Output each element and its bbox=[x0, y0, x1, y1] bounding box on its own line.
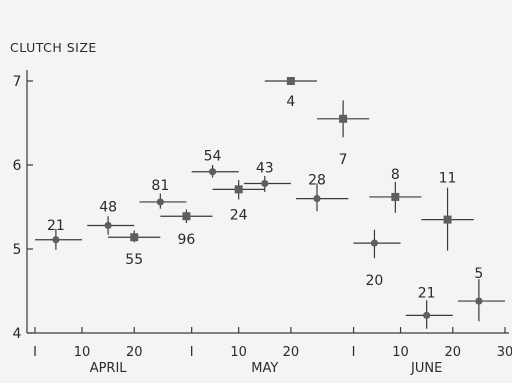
circle-marker bbox=[370, 239, 379, 247]
data-point bbox=[458, 279, 505, 322]
sample-size-label: 96 bbox=[178, 232, 196, 248]
sample-size-label: 20 bbox=[366, 273, 384, 289]
data-point bbox=[369, 181, 422, 213]
sample-size-label: 11 bbox=[439, 171, 457, 187]
month-label: APRIL bbox=[90, 361, 128, 376]
y-axis-label: CLUTCH SIZE bbox=[10, 40, 97, 55]
y-tick-label: 5 bbox=[13, 242, 22, 258]
circle-marker bbox=[423, 311, 431, 319]
data-point bbox=[87, 216, 135, 235]
sample-size-label: 7 bbox=[339, 152, 348, 168]
square-marker bbox=[443, 215, 452, 224]
data-point bbox=[160, 209, 213, 223]
axes: 4 5 6 7 I 10 20 I 10 20 I 10 20 30 APRIL MAY JUNE bbox=[13, 70, 512, 376]
circle-marker bbox=[52, 236, 60, 244]
square-marker bbox=[339, 114, 348, 123]
sample-size-label: 24 bbox=[230, 207, 248, 223]
square-marker bbox=[391, 192, 400, 201]
data-marks bbox=[35, 77, 505, 329]
sample-size-label: 4 bbox=[286, 94, 295, 110]
data-point bbox=[108, 230, 161, 243]
y-tick-label: 4 bbox=[13, 326, 22, 342]
month-label: JUNE bbox=[410, 361, 442, 376]
x-tick-label: 10 bbox=[74, 345, 91, 360]
circle-marker bbox=[208, 168, 217, 176]
square-marker bbox=[130, 233, 139, 242]
circle-marker bbox=[313, 195, 321, 203]
x-tick-label: 20 bbox=[283, 345, 300, 360]
sample-size-label: 21 bbox=[47, 218, 65, 234]
sample-size-label: 48 bbox=[99, 199, 117, 215]
data-point bbox=[296, 183, 349, 212]
sample-size-label: 21 bbox=[418, 285, 436, 301]
circle-marker bbox=[104, 221, 112, 230]
sample-size-label: 5 bbox=[474, 266, 483, 282]
x-tick-label: 20 bbox=[445, 345, 462, 360]
square-marker bbox=[286, 77, 295, 85]
x-tick-label: I bbox=[190, 345, 194, 360]
square-marker bbox=[182, 212, 191, 221]
sample-size-label: 28 bbox=[308, 173, 326, 189]
x-tick-label: 10 bbox=[230, 345, 247, 360]
circle-marker bbox=[475, 297, 483, 305]
data-point bbox=[353, 229, 401, 259]
y-tick-label: 7 bbox=[13, 74, 22, 90]
circle-marker bbox=[156, 198, 164, 206]
data-point bbox=[212, 180, 265, 200]
x-tick-label: 20 bbox=[126, 345, 143, 360]
sample-size-label: 54 bbox=[204, 149, 222, 165]
data-point bbox=[191, 165, 239, 178]
data-point bbox=[264, 77, 317, 85]
sample-size-label: 8 bbox=[391, 167, 400, 183]
sample-size-label: 43 bbox=[256, 160, 274, 176]
data-point bbox=[317, 100, 370, 138]
sample-size-label: 55 bbox=[125, 252, 143, 268]
data-point bbox=[421, 187, 474, 251]
x-tick-label: I bbox=[33, 345, 37, 360]
month-label: MAY bbox=[251, 361, 278, 376]
circle-marker bbox=[261, 179, 269, 188]
x-tick-label: 30 bbox=[497, 345, 512, 360]
square-marker bbox=[234, 185, 243, 194]
sample-size-label: 81 bbox=[151, 178, 169, 194]
x-tick-label: I bbox=[352, 345, 356, 360]
data-point bbox=[35, 228, 82, 250]
x-tick-label: 10 bbox=[392, 345, 409, 360]
data-point bbox=[139, 193, 187, 209]
data-point bbox=[405, 300, 453, 329]
y-tick-label: 6 bbox=[13, 158, 22, 174]
